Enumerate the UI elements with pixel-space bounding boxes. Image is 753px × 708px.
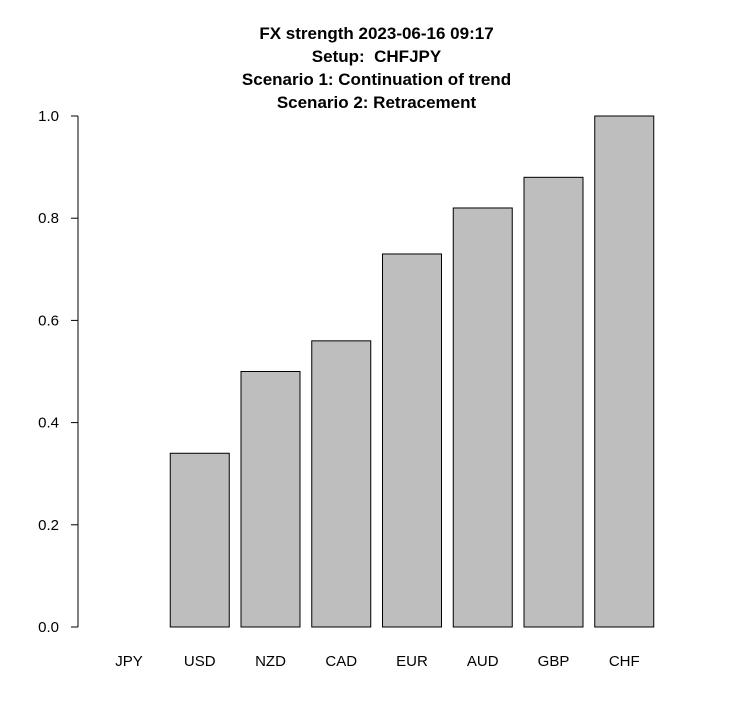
- x-category-label: CHF: [609, 653, 640, 670]
- y-tick-label: 0.0: [38, 619, 59, 636]
- bar: [382, 253, 442, 628]
- x-category-label: NZD: [255, 653, 286, 670]
- title-line-4: Scenario 2: Retracement: [276, 93, 477, 112]
- x-category-label: EUR: [396, 653, 428, 670]
- bar: [169, 452, 230, 628]
- x-category-label: AUD: [467, 653, 499, 670]
- y-tick-label: 0.2: [38, 517, 59, 534]
- y-tick-label: 0.6: [38, 312, 59, 329]
- bars: [169, 115, 655, 628]
- y-tick-label: 0.8: [38, 210, 59, 227]
- y-tick-label: 0.4: [38, 415, 59, 432]
- x-category-label: USD: [184, 653, 216, 670]
- x-category-label: CAD: [325, 653, 357, 670]
- bar: [523, 176, 584, 628]
- bar: [452, 207, 513, 628]
- x-axis-labels: JPY USD NZD CAD EUR AUD GBP CHF: [115, 653, 639, 670]
- y-tick-label: 1.0: [38, 108, 59, 125]
- x-category-label: GBP: [538, 653, 570, 670]
- x-category-label: JPY: [115, 653, 143, 670]
- bar: [240, 371, 301, 628]
- bar: [311, 340, 372, 628]
- bar: [594, 115, 655, 628]
- title-line-3: Scenario 1: Continuation of trend: [241, 70, 512, 89]
- y-axis: 0.0 0.2 0.4 0.6 0.8 1.0: [38, 108, 79, 636]
- title-line-1: FX strength 2023-06-16 09:17: [259, 24, 494, 43]
- title-line-2: Setup: CHFJPY: [311, 47, 442, 66]
- chart-title: FX strength 2023-06-16 09:17 Setup: CHFJ…: [0, 22, 753, 114]
